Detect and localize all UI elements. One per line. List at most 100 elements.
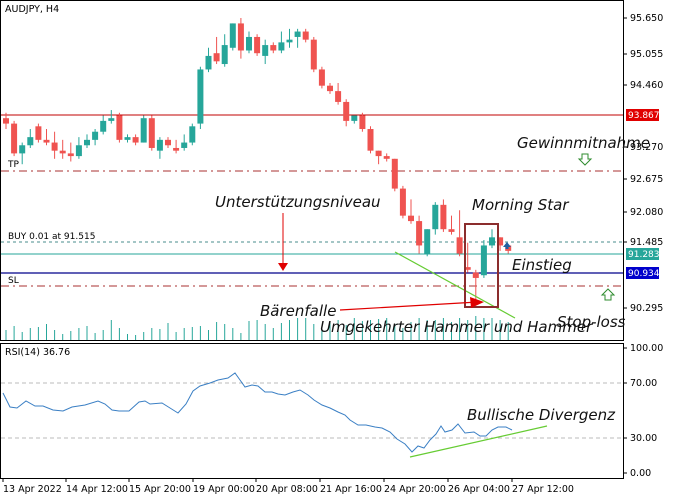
candle [480,245,487,276]
tp-down-arrow-icon [577,153,593,166]
candle [270,45,277,51]
candle [432,204,439,230]
candle [294,31,301,37]
price-tick-label: 92.675 [630,174,663,185]
take-profit-annotation: Gewinnmitnahme [517,134,650,152]
hammer-annotation: Umgekehrter Hammer und Hammer [320,318,593,336]
current-price-tag [626,248,659,260]
candle [310,39,317,70]
rsi-tick-label: 0.00 [630,468,651,479]
price-tick-label: 94.460 [630,80,663,91]
price-tick-label: 95.055 [630,49,663,60]
candle [100,120,107,132]
divergence-trend-line[interactable] [409,425,548,458]
candle [205,55,212,70]
time-tick-label: 24 Apr 20:00 [384,484,446,495]
candle [464,267,471,270]
candle [448,229,455,232]
bear-trap-arrow-line [339,301,479,311]
candle [148,118,155,148]
time-axis: 13 Apr 2022 14 Apr 12:00 15 Apr 20:00 19 Ap… [2,478,574,495]
support-level-annotation: Unterstützungsniveau [215,193,381,211]
rsi-frame [0,343,624,479]
stop-loss-annotation: Stop-loss [557,313,626,331]
time-tick-label: 26 Apr 04:00 [448,484,510,495]
entry-arrow-stem [505,246,509,249]
candle [75,145,82,157]
rsi-tick-label: 100.00 [630,343,663,354]
support-price-tag [626,267,659,279]
candle [221,45,228,65]
symbol-title: AUDJPY, H4 [5,4,59,15]
candle [59,150,66,154]
candle [51,142,58,151]
candle [278,42,285,51]
candle [108,118,115,121]
candle [43,139,50,143]
rsi-label: RSI(14) 36.76 [5,347,70,358]
price-tick-label: 92.080 [630,207,663,218]
time-tick-label: 20 Apr 08:00 [256,484,318,495]
bear-trap-arrow-head [470,297,484,308]
buy-order-label: BUY 0.01 at 91.515 [8,232,95,242]
candle [456,237,463,254]
candle [375,150,382,157]
candle [165,139,171,146]
tp-label: TP [7,160,19,170]
candle [132,137,139,143]
price-axis: 95.650 95.055 94.460 93.270 92.675 92.080 91.4… [623,13,663,314]
price-tick-label: 95.650 [630,13,663,24]
morning-star-box[interactable] [464,223,499,308]
price-tick-label: 90.295 [630,303,663,314]
candle [27,137,34,146]
candle [359,115,366,130]
candle [399,188,406,216]
time-tick-label: 14 Apr 12:00 [66,484,128,495]
time-tick-label: 19 Apr 00:00 [193,484,255,495]
rsi-tick-label: 70.00 [630,378,657,389]
candle [497,237,504,246]
candlesticks [3,18,512,303]
price-tick-label: 91.485 [630,237,663,248]
candle [181,142,188,148]
candle [246,36,252,51]
time-tick-label: 27 Apr 12:00 [512,484,574,495]
candle [383,156,390,159]
candle [391,158,398,189]
candle [286,39,293,43]
candle [3,118,9,124]
candle [173,147,180,151]
rsi-axis: 100.00 70.00 30.00 0.00 [623,343,663,479]
candle [343,101,350,121]
candle [302,31,309,40]
time-tick-label: 15 Apr 20:00 [129,484,191,495]
candle [116,115,123,140]
candle [367,129,374,151]
divergence-annotation: Bullische Divergenz [467,406,616,424]
candle [416,221,423,246]
candle [197,69,204,124]
candle [424,229,431,254]
price-tick-label: 93.270 [630,142,663,153]
candle [67,153,74,157]
candle [327,85,333,92]
support-arrow-head [278,263,288,271]
entry-arrow-icon [503,242,511,247]
time-tick-label: 13 Apr 2022 [3,484,62,495]
candle [262,45,269,56]
rsi-line [2,372,513,453]
volume-bars [5,316,509,340]
candle [229,23,236,48]
resistance-price-tag [626,109,659,121]
candle [35,126,42,140]
time-tick-label: 21 Apr 16:00 [320,484,382,495]
candle [472,272,479,278]
sl-label: SL [8,276,19,286]
candle [11,123,18,154]
candle [351,115,358,121]
candle [335,91,342,102]
support-price-label: 90.934 [628,269,660,279]
candle [19,145,26,154]
candle [140,118,147,143]
